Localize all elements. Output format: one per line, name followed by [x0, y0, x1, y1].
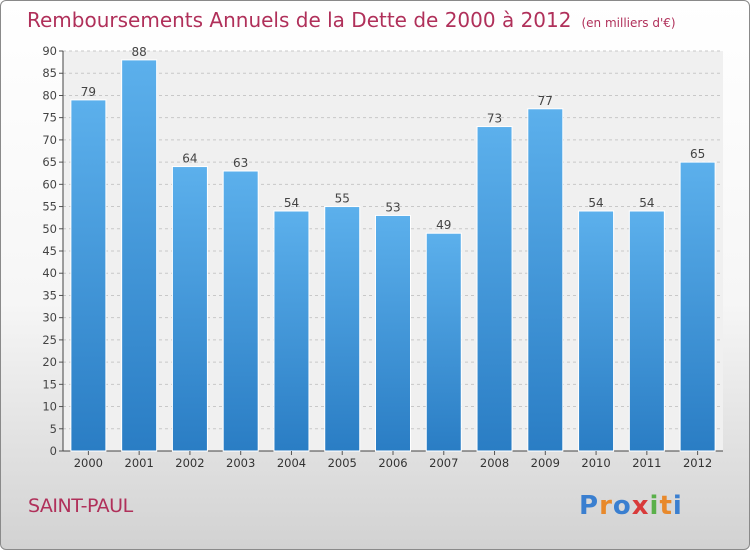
x-tick-label-2003: 2003 [226, 456, 255, 470]
x-tick-label-2008: 2008 [480, 456, 509, 470]
y-tick-label: 0 [50, 444, 57, 458]
bar-2001 [121, 59, 158, 452]
y-tick-label: 40 [42, 266, 57, 280]
chart-title-text: Remboursements Annuels de la Dette de 20… [27, 8, 572, 32]
data-label-2010: 54 [588, 196, 603, 210]
data-label-2004: 54 [284, 196, 299, 210]
bar-2005 [324, 206, 361, 452]
data-label-2001: 88 [132, 45, 147, 59]
bar-2000 [70, 99, 107, 452]
commune-name: SAINT-PAUL [28, 495, 133, 517]
data-label-2003: 63 [233, 156, 248, 170]
y-tick-label: 60 [42, 177, 57, 191]
logo-letter: t [659, 491, 673, 521]
x-tick-label-2009: 2009 [531, 456, 560, 470]
data-label-2000: 79 [81, 85, 96, 99]
y-tick-label: 65 [42, 155, 57, 169]
x-tick-label-2011: 2011 [632, 456, 661, 470]
y-tick-label: 45 [42, 244, 57, 258]
bar-2007 [425, 232, 462, 452]
x-tick-label-2001: 2001 [125, 456, 154, 470]
data-label-2005: 55 [335, 192, 350, 206]
y-tick-label: 15 [42, 377, 57, 391]
y-tick-label: 25 [42, 333, 57, 347]
y-tick-label: 35 [42, 288, 57, 302]
y-tick-label: 30 [42, 311, 57, 325]
bar-2011 [628, 210, 665, 452]
x-tick-label-2002: 2002 [175, 456, 204, 470]
chart-title: Remboursements Annuels de la Dette de 20… [27, 8, 676, 32]
logo-letter: i [672, 491, 683, 521]
data-label-2007: 49 [436, 218, 451, 232]
y-tick-label: 55 [42, 200, 57, 214]
bar-2010 [578, 210, 615, 452]
bar-2008 [476, 126, 513, 452]
bar-2012 [679, 161, 716, 452]
x-tick-label-2006: 2006 [378, 456, 407, 470]
bar-2009 [527, 108, 564, 452]
proxiti-logo: Proxiti [579, 491, 683, 521]
y-tick-label: 70 [42, 133, 57, 147]
x-tick-label-2000: 2000 [74, 456, 103, 470]
y-tick-label: 85 [42, 66, 57, 80]
data-label-2011: 54 [639, 196, 654, 210]
bar-2006 [375, 214, 411, 452]
x-tick-label-2007: 2007 [429, 456, 458, 470]
x-tick-label-2010: 2010 [581, 456, 610, 470]
x-tick-label-2004: 2004 [277, 456, 306, 470]
y-tick-label: 20 [42, 355, 57, 369]
x-tick-label-2012: 2012 [683, 456, 712, 470]
x-tick-label-2005: 2005 [328, 456, 357, 470]
bar-2003 [222, 170, 259, 452]
logo-letter: i [649, 491, 660, 521]
y-tick-label: 10 [42, 400, 57, 414]
logo-letter: r [599, 491, 613, 521]
data-label-2002: 64 [182, 152, 197, 166]
data-label-2008: 73 [487, 112, 502, 126]
y-tick-label: 75 [42, 111, 57, 125]
y-tick-label: 5 [50, 422, 57, 436]
logo-letter: x [631, 491, 650, 521]
logo-letter: P [579, 491, 600, 521]
bar-2002 [171, 166, 208, 452]
chart-unit: (en milliers d'€) [581, 16, 676, 30]
data-label-2006: 53 [385, 200, 400, 214]
bar-2004 [273, 210, 310, 452]
y-tick-label: 50 [42, 222, 57, 236]
data-label-2012: 65 [690, 147, 705, 161]
y-tick-label: 80 [42, 88, 57, 102]
y-tick-label: 90 [42, 44, 57, 58]
logo-letter: o [612, 491, 632, 521]
data-label-2009: 77 [538, 94, 553, 108]
